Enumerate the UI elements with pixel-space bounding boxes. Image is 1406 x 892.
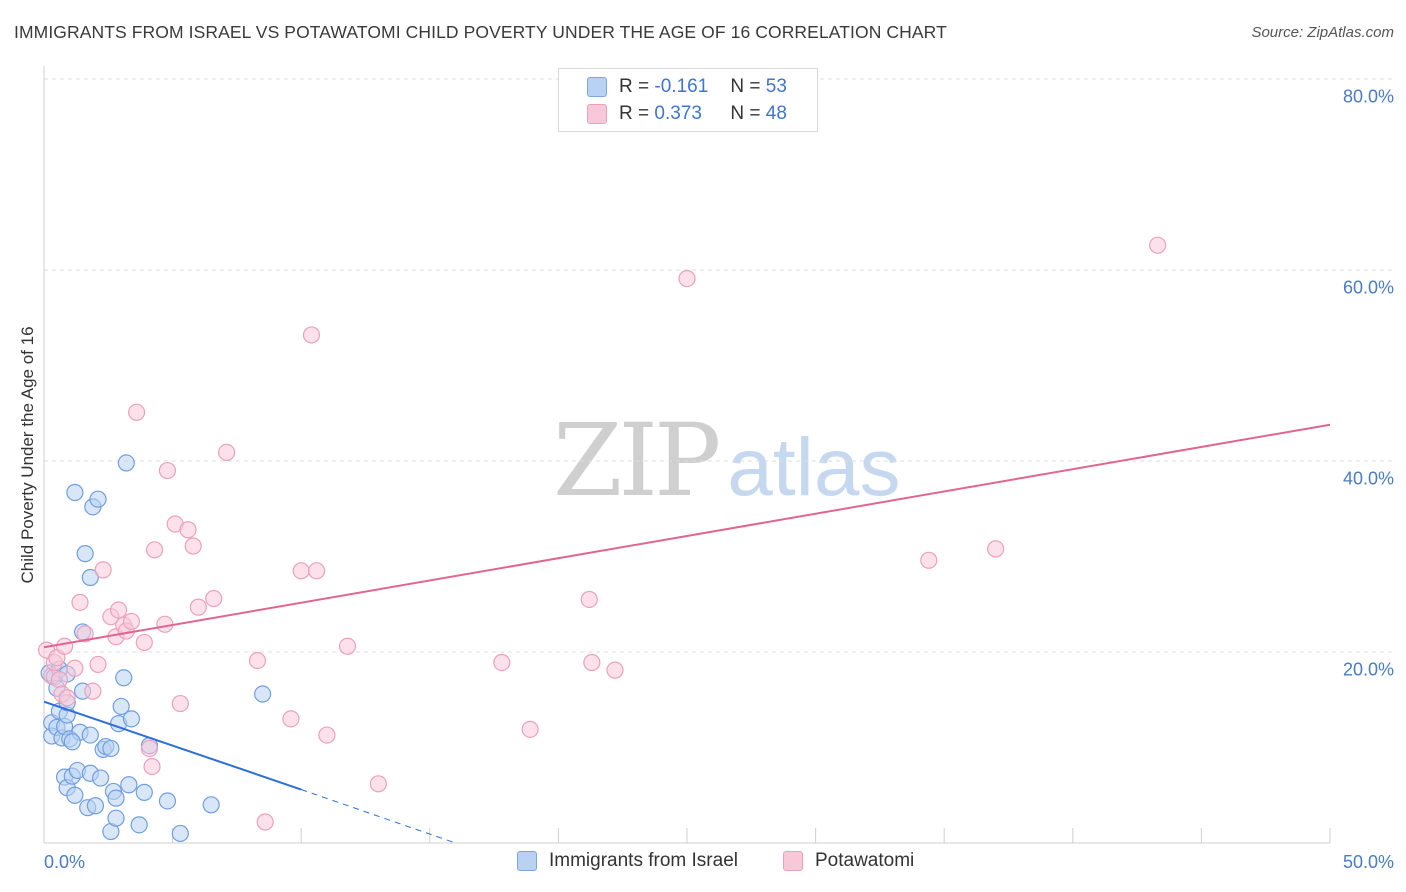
- legend: R = -0.161 N = 53 R = 0.373 N = 48: [558, 68, 818, 132]
- potawatomi-point: [55, 637, 74, 655]
- potawatomi-point: [369, 775, 387, 793]
- y-tick-label-80: 80.0%: [1342, 86, 1394, 107]
- israel-point: [81, 726, 99, 744]
- legend-r-value: -0.161: [654, 76, 709, 97]
- israel-trend-extension: [301, 789, 456, 844]
- potawatomi-point: [143, 757, 161, 776]
- israel-point: [115, 669, 133, 687]
- potawatomi-point: [256, 813, 274, 831]
- potawatomi-point: [189, 598, 207, 616]
- potawatomi-point: [338, 637, 357, 655]
- legend-n-value: 53: [765, 76, 787, 97]
- potawatomi-point: [140, 739, 159, 758]
- potawatomi-point: [580, 590, 598, 609]
- potawatomi-point: [308, 562, 326, 580]
- israel-point: [158, 792, 177, 810]
- israel-point: [102, 739, 120, 758]
- y-tick-label-60: 60.0%: [1342, 277, 1394, 298]
- legend-r-label: R =: [619, 76, 650, 97]
- legend-n-label: N =: [730, 76, 761, 97]
- israel-point: [254, 685, 272, 703]
- bottom-legend-israel: Immigrants from Israel: [517, 850, 738, 872]
- chart-title: IMMIGRANTS FROM ISRAEL VS POTAWATOMI CHI…: [14, 22, 947, 42]
- potawatomi-point: [920, 551, 938, 569]
- legend-r-value: 0.373: [654, 103, 702, 124]
- potawatomi-point: [71, 593, 89, 611]
- potawatomi-point: [987, 540, 1005, 558]
- potawatomi-point: [179, 521, 197, 539]
- potawatomi-point: [76, 625, 94, 643]
- potawatomi-point: [158, 461, 177, 480]
- israel-point: [81, 568, 99, 587]
- potawatomi-point: [89, 655, 107, 674]
- potawatomi-point: [184, 537, 202, 555]
- israel-point: [107, 809, 125, 827]
- y-tick-label-20: 20.0%: [1342, 659, 1394, 680]
- israel-point: [130, 816, 148, 834]
- bottom-legend-swatch-potawatomi: [783, 851, 803, 871]
- potawatomi-point: [109, 601, 128, 619]
- potawatomi-point: [94, 561, 112, 579]
- israel-point: [120, 776, 138, 794]
- israel-point: [135, 783, 153, 801]
- potawatomi-point: [678, 269, 696, 288]
- x-tick-label-max: 50.0%: [1342, 852, 1394, 872]
- legend-swatch-israel: [587, 77, 607, 97]
- israel-point: [66, 786, 84, 804]
- y-axis-label: Child Poverty Under the Age of 16: [18, 326, 37, 584]
- israel-point: [63, 733, 81, 751]
- potawatomi-trend-line: [43, 423, 1331, 649]
- israel-point: [89, 490, 107, 508]
- potawatomi-point: [1149, 236, 1167, 254]
- potawatomi-point: [248, 651, 267, 670]
- israel-point: [171, 824, 189, 843]
- potawatomi-point: [171, 694, 189, 713]
- potawatomi-point: [282, 710, 300, 728]
- potawatomi-point: [50, 671, 69, 689]
- potawatomi-point: [218, 443, 236, 462]
- israel-point: [66, 483, 84, 502]
- bottom-legend-potawatomi: Potawatomi: [783, 850, 914, 872]
- legend-n-value: 48: [765, 103, 787, 124]
- watermark-atlas: atlas: [727, 422, 901, 513]
- bottom-legend-label-israel: Immigrants from Israel: [549, 850, 738, 871]
- israel-point: [122, 710, 141, 728]
- israel-point: [112, 697, 130, 716]
- potawatomi-point: [66, 659, 84, 677]
- potawatomi-point: [292, 562, 310, 580]
- israel-point: [76, 545, 94, 563]
- potawatomi-point: [583, 653, 601, 672]
- israel-point: [91, 769, 110, 787]
- source-credit: Source: ZipAtlas.com: [1251, 24, 1394, 41]
- potawatomi-point: [302, 326, 321, 344]
- potawatomi-point: [145, 541, 164, 559]
- israel-point: [86, 797, 105, 815]
- legend-r-label: R =: [619, 103, 650, 124]
- potawatomi-point: [205, 589, 223, 608]
- legend-n-label: N =: [730, 103, 761, 124]
- potawatomi-point: [122, 612, 141, 631]
- potawatomi-point: [156, 615, 174, 633]
- israel-point: [107, 789, 125, 807]
- israel-point: [117, 454, 135, 472]
- potawatomi-point: [84, 682, 102, 700]
- israel-trend-line: [43, 700, 302, 791]
- potawatomi-point: [58, 689, 76, 707]
- potawatomi-point: [521, 720, 539, 738]
- bottom-legend-label-potawatomi: Potawatomi: [815, 850, 915, 871]
- israel-point: [202, 796, 220, 814]
- legend-swatch-potawatomi: [587, 104, 607, 124]
- y-tick-label-40: 40.0%: [1342, 468, 1394, 489]
- x-tick-label-min: 0.0%: [44, 852, 86, 872]
- potawatomi-point: [493, 653, 511, 672]
- bottom-legend-swatch-israel: [517, 851, 537, 871]
- legend-row-israel: R = -0.161 N = 53: [587, 75, 787, 99]
- potawatomi-point: [127, 403, 146, 421]
- potawatomi-point: [135, 633, 153, 652]
- potawatomi-point: [318, 726, 336, 744]
- potawatomi-point: [606, 661, 624, 679]
- legend-row-potawatomi: R = 0.373 N = 48: [587, 102, 787, 126]
